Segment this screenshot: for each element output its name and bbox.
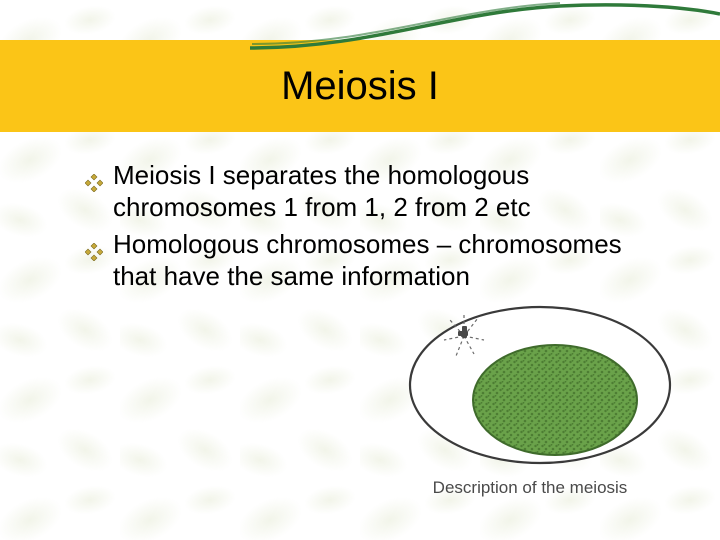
list-item: Homologous chromosomes – chromosomes tha… (85, 229, 645, 292)
bullet-icon (85, 237, 103, 255)
meiosis-figure: Description of the meiosis (370, 290, 690, 520)
list-item: Meiosis I separates the homologous chrom… (85, 160, 645, 223)
figure-caption: Description of the meiosis (370, 478, 690, 498)
bullet-icon (85, 168, 103, 186)
page-title: Meiosis I (281, 64, 439, 109)
bullet-text: Homologous chromosomes – chromosomes tha… (113, 229, 645, 292)
content-area: Meiosis I separates the homologous chrom… (85, 160, 645, 299)
bullet-text: Meiosis I separates the homologous chrom… (113, 160, 645, 223)
title-container: Meiosis I (0, 40, 720, 132)
